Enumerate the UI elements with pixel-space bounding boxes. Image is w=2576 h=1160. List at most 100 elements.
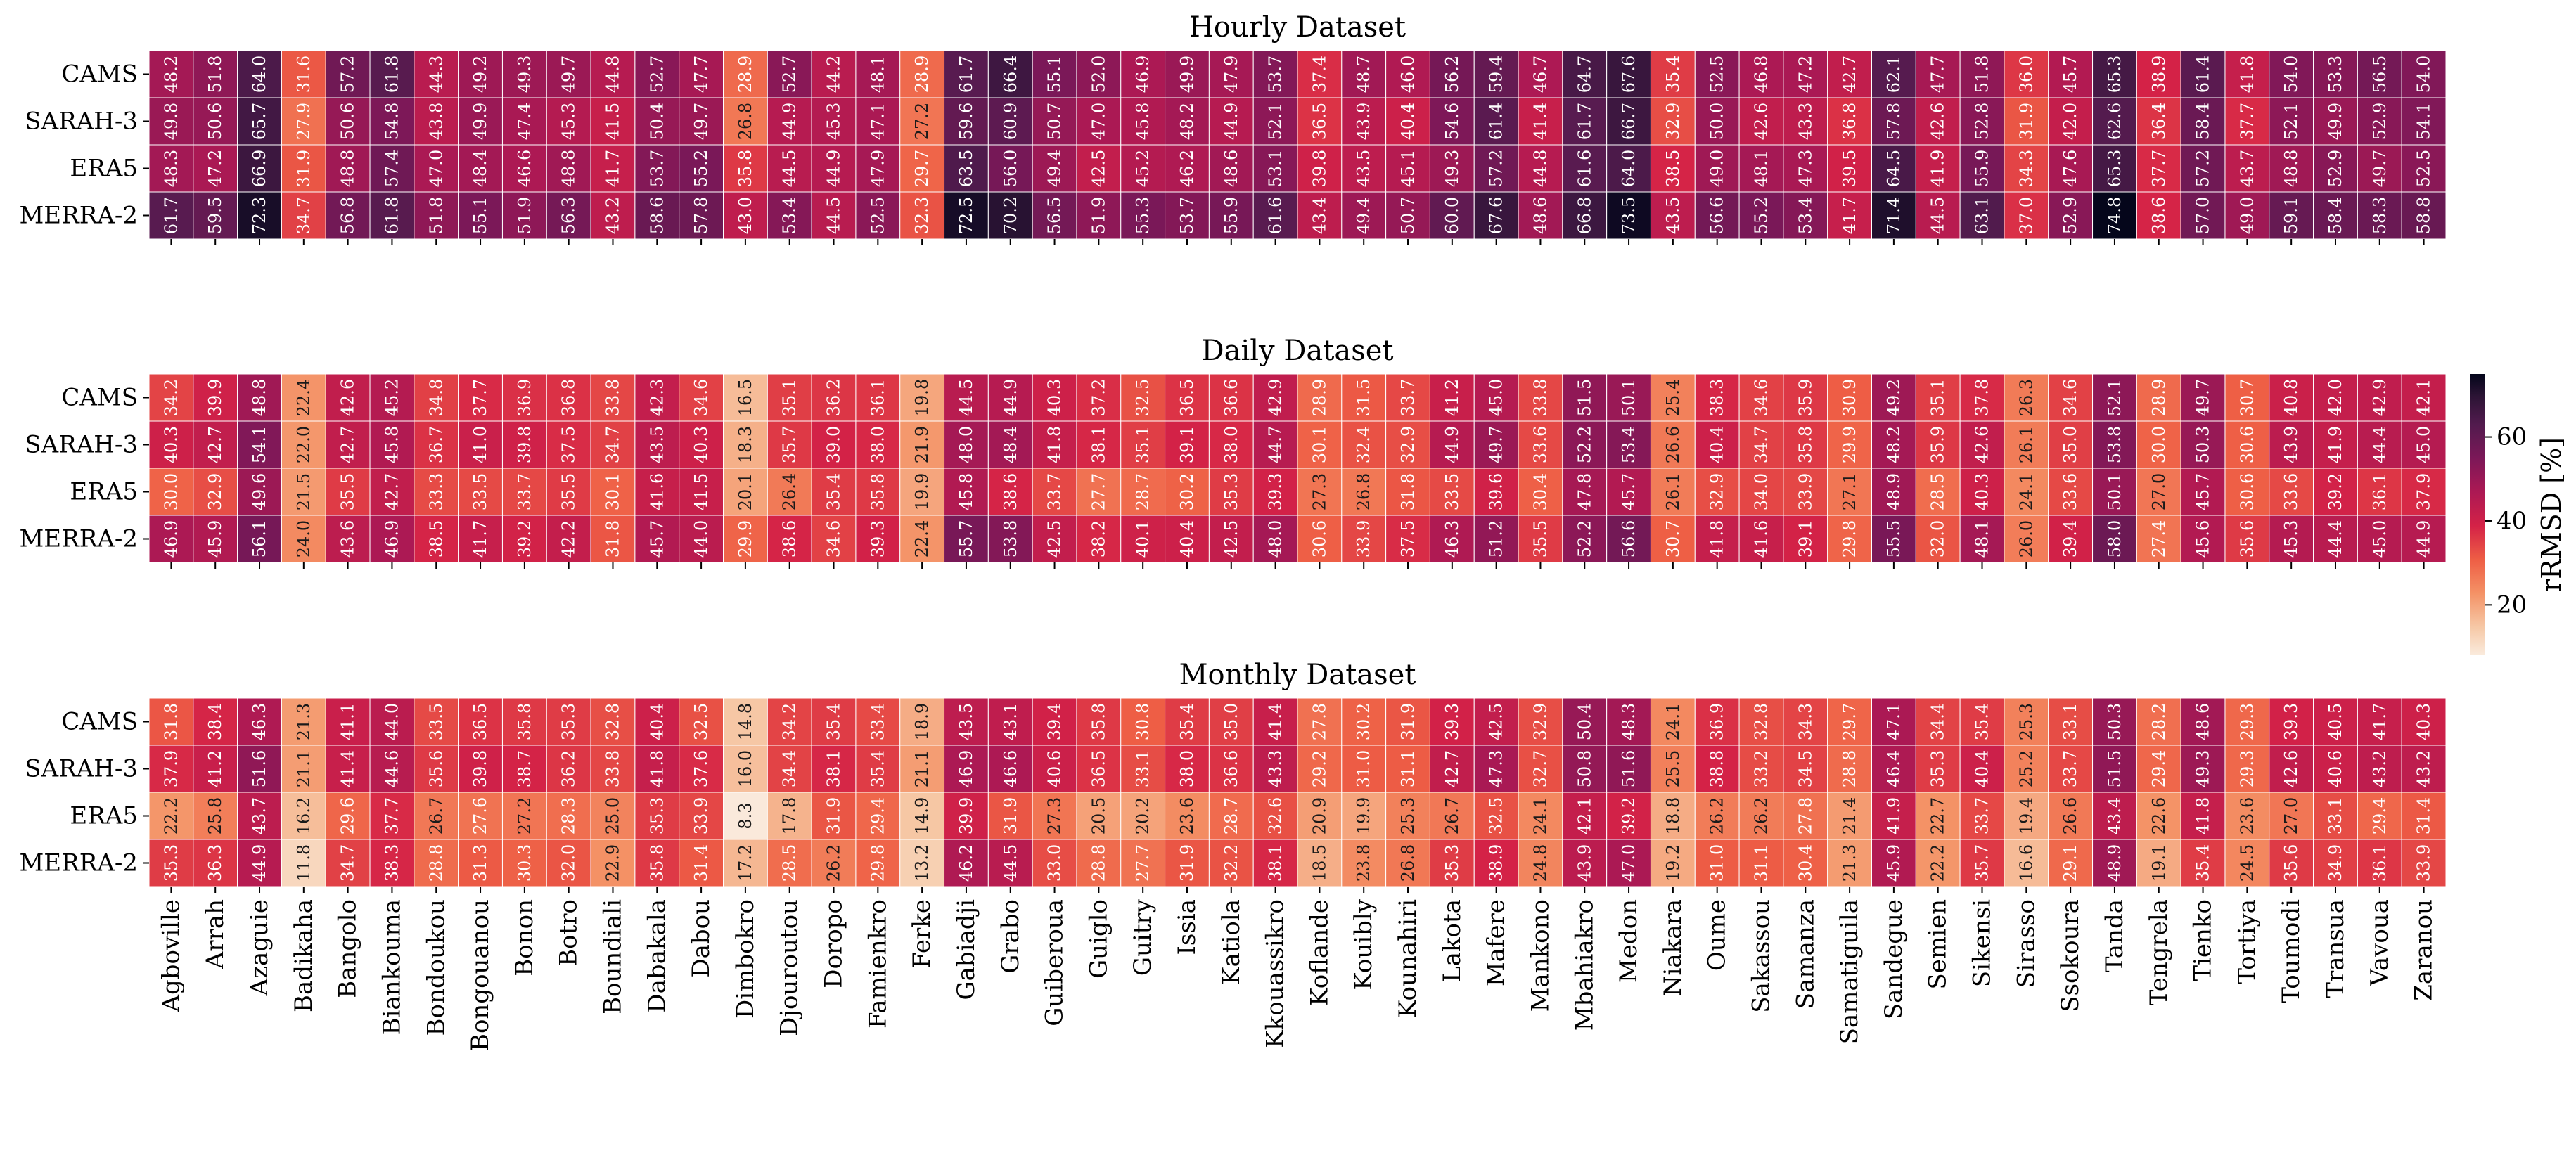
heatmap-cell	[1032, 50, 1077, 98]
cell-value-label: 31.3	[470, 844, 490, 882]
cell-value-label: 41.5	[691, 473, 711, 510]
heatmap-cell	[1032, 697, 1077, 746]
cell-value-label: 44.9	[1442, 426, 1462, 463]
heatmap-cell	[1783, 373, 1828, 422]
heatmap-cell	[1738, 191, 1784, 240]
column-label: Guitry	[1129, 898, 1157, 976]
cell-value-label: 43.5	[647, 426, 667, 463]
cell-value-label: 45.8	[1133, 103, 1153, 140]
cell-value-label: 46.9	[1133, 56, 1153, 93]
cell-value-label: 31.8	[1398, 473, 1418, 510]
cell-value-label: 45.0	[1487, 379, 1506, 416]
cell-value-label: 45.7	[2193, 473, 2213, 510]
cell-value-label: 27.2	[515, 797, 534, 834]
heatmap-cell	[1959, 420, 2005, 469]
cell-value-label: 34.7	[294, 197, 314, 234]
heatmap-cell	[148, 97, 194, 146]
heatmap-cell	[987, 191, 1033, 240]
cell-value-label: 44.9	[1001, 379, 1020, 416]
heatmap-cell	[767, 97, 812, 146]
heatmap-cell	[1738, 420, 1784, 469]
cell-value-label: 18.9	[912, 703, 932, 740]
heatmap-cell	[2313, 50, 2358, 98]
heatmap-cell	[1694, 839, 1740, 887]
heatmap-cell	[546, 50, 591, 98]
heatmap-cell	[2224, 50, 2270, 98]
cell-value-label: 38.0	[1222, 426, 1241, 463]
cell-value-label: 30.7	[1663, 520, 1683, 558]
cell-value-label: 43.9	[2281, 426, 2301, 463]
cell-value-label: 51.8	[426, 197, 446, 234]
cell-value-label: 47.2	[205, 150, 225, 187]
heatmap-cell	[325, 373, 371, 422]
cell-value-label: 14.9	[912, 797, 932, 834]
heatmap-cell	[987, 792, 1033, 840]
cell-value-label: 29.4	[2149, 750, 2169, 787]
heatmap-cell	[987, 420, 1033, 469]
heatmap-cell	[1120, 792, 1166, 840]
heatmap-cell	[944, 191, 989, 240]
cell-value-label: 19.1	[2149, 844, 2169, 882]
heatmap-cell	[148, 697, 194, 746]
heatmap-cell	[1562, 97, 1608, 146]
cell-value-label: 51.8	[205, 56, 225, 93]
heatmap-cell	[899, 745, 945, 793]
cell-value-label: 25.8	[205, 797, 225, 834]
cell-value-label: 55.2	[1751, 197, 1771, 234]
heatmap-cell	[2313, 468, 2358, 516]
cell-value-label: 42.5	[1222, 520, 1241, 558]
heatmap-cell	[281, 191, 326, 240]
cell-value-label: 44.5	[1928, 197, 1948, 234]
heatmap-cell	[2004, 420, 2049, 469]
cell-value-label: 52.2	[1575, 520, 1594, 558]
cell-value-label: 46.9	[382, 520, 402, 558]
cell-value-label: 29.4	[868, 797, 887, 834]
heatmap-cell	[2269, 144, 2314, 193]
heatmap-cell	[634, 144, 680, 193]
cell-value-label: 43.2	[2370, 750, 2390, 787]
cell-value-label: 45.8	[382, 426, 402, 463]
cell-value-label: 19.9	[1354, 797, 1373, 834]
cell-value-label: 32.8	[1751, 703, 1771, 740]
heatmap-cell	[723, 50, 768, 98]
cell-value-label: 34.7	[338, 844, 358, 882]
heatmap-cell	[1341, 839, 1387, 887]
cell-value-label: 28.8	[1840, 750, 1859, 787]
heatmap-cell	[1738, 468, 1784, 516]
cell-value-label: 40.4	[1973, 750, 1992, 787]
cell-value-label: 47.7	[1928, 56, 1948, 93]
cell-value-label: 66.9	[250, 150, 269, 187]
cell-value-label: 44.5	[1001, 844, 1020, 882]
cell-value-label: 71.4	[1884, 197, 1904, 234]
cell-value-label: 49.3	[2193, 750, 2213, 787]
cell-value-label: 46.7	[1530, 56, 1550, 93]
cell-value-label: 37.7	[470, 379, 490, 416]
cell-value-label: 29.2	[1309, 750, 1329, 787]
colorbar-gradient	[2470, 374, 2485, 655]
heatmap-cell	[2092, 839, 2137, 887]
heatmap-cell	[546, 745, 591, 793]
heatmap-cell	[2313, 373, 2358, 422]
cell-value-label: 48.4	[470, 150, 490, 187]
cell-value-label: 46.2	[956, 844, 976, 882]
cell-value-label: 40.1	[1133, 520, 1153, 558]
cell-value-label: 32.0	[559, 844, 579, 882]
cell-value-label: 53.4	[780, 197, 800, 234]
column-label: Bangolo	[334, 899, 362, 998]
cell-value-label: 21.1	[294, 750, 314, 787]
cell-value-label: 50.7	[1398, 197, 1418, 234]
heatmap-cell	[634, 191, 680, 240]
cell-value-label: 36.5	[1309, 103, 1329, 140]
cell-value-label: 55.9	[1222, 197, 1241, 234]
heatmap-cell	[1252, 420, 1298, 469]
heatmap-cell	[2357, 50, 2402, 98]
heatmap-cell	[2092, 697, 2137, 746]
cell-value-label: 32.2	[1222, 844, 1241, 882]
column-label: Dabou	[687, 899, 715, 978]
cell-value-label: 20.2	[1133, 797, 1153, 834]
cell-value-label: 29.6	[338, 797, 358, 834]
cell-value-label: 58.6	[647, 197, 667, 234]
heatmap-cell	[1252, 373, 1298, 422]
cell-value-label: 57.2	[2193, 150, 2213, 187]
heatmap-cell	[2401, 144, 2447, 193]
